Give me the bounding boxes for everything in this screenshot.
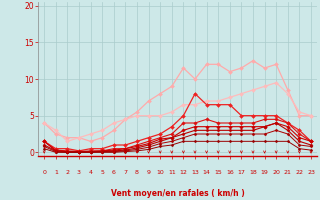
X-axis label: Vent moyen/en rafales ( km/h ): Vent moyen/en rafales ( km/h ): [111, 189, 244, 198]
